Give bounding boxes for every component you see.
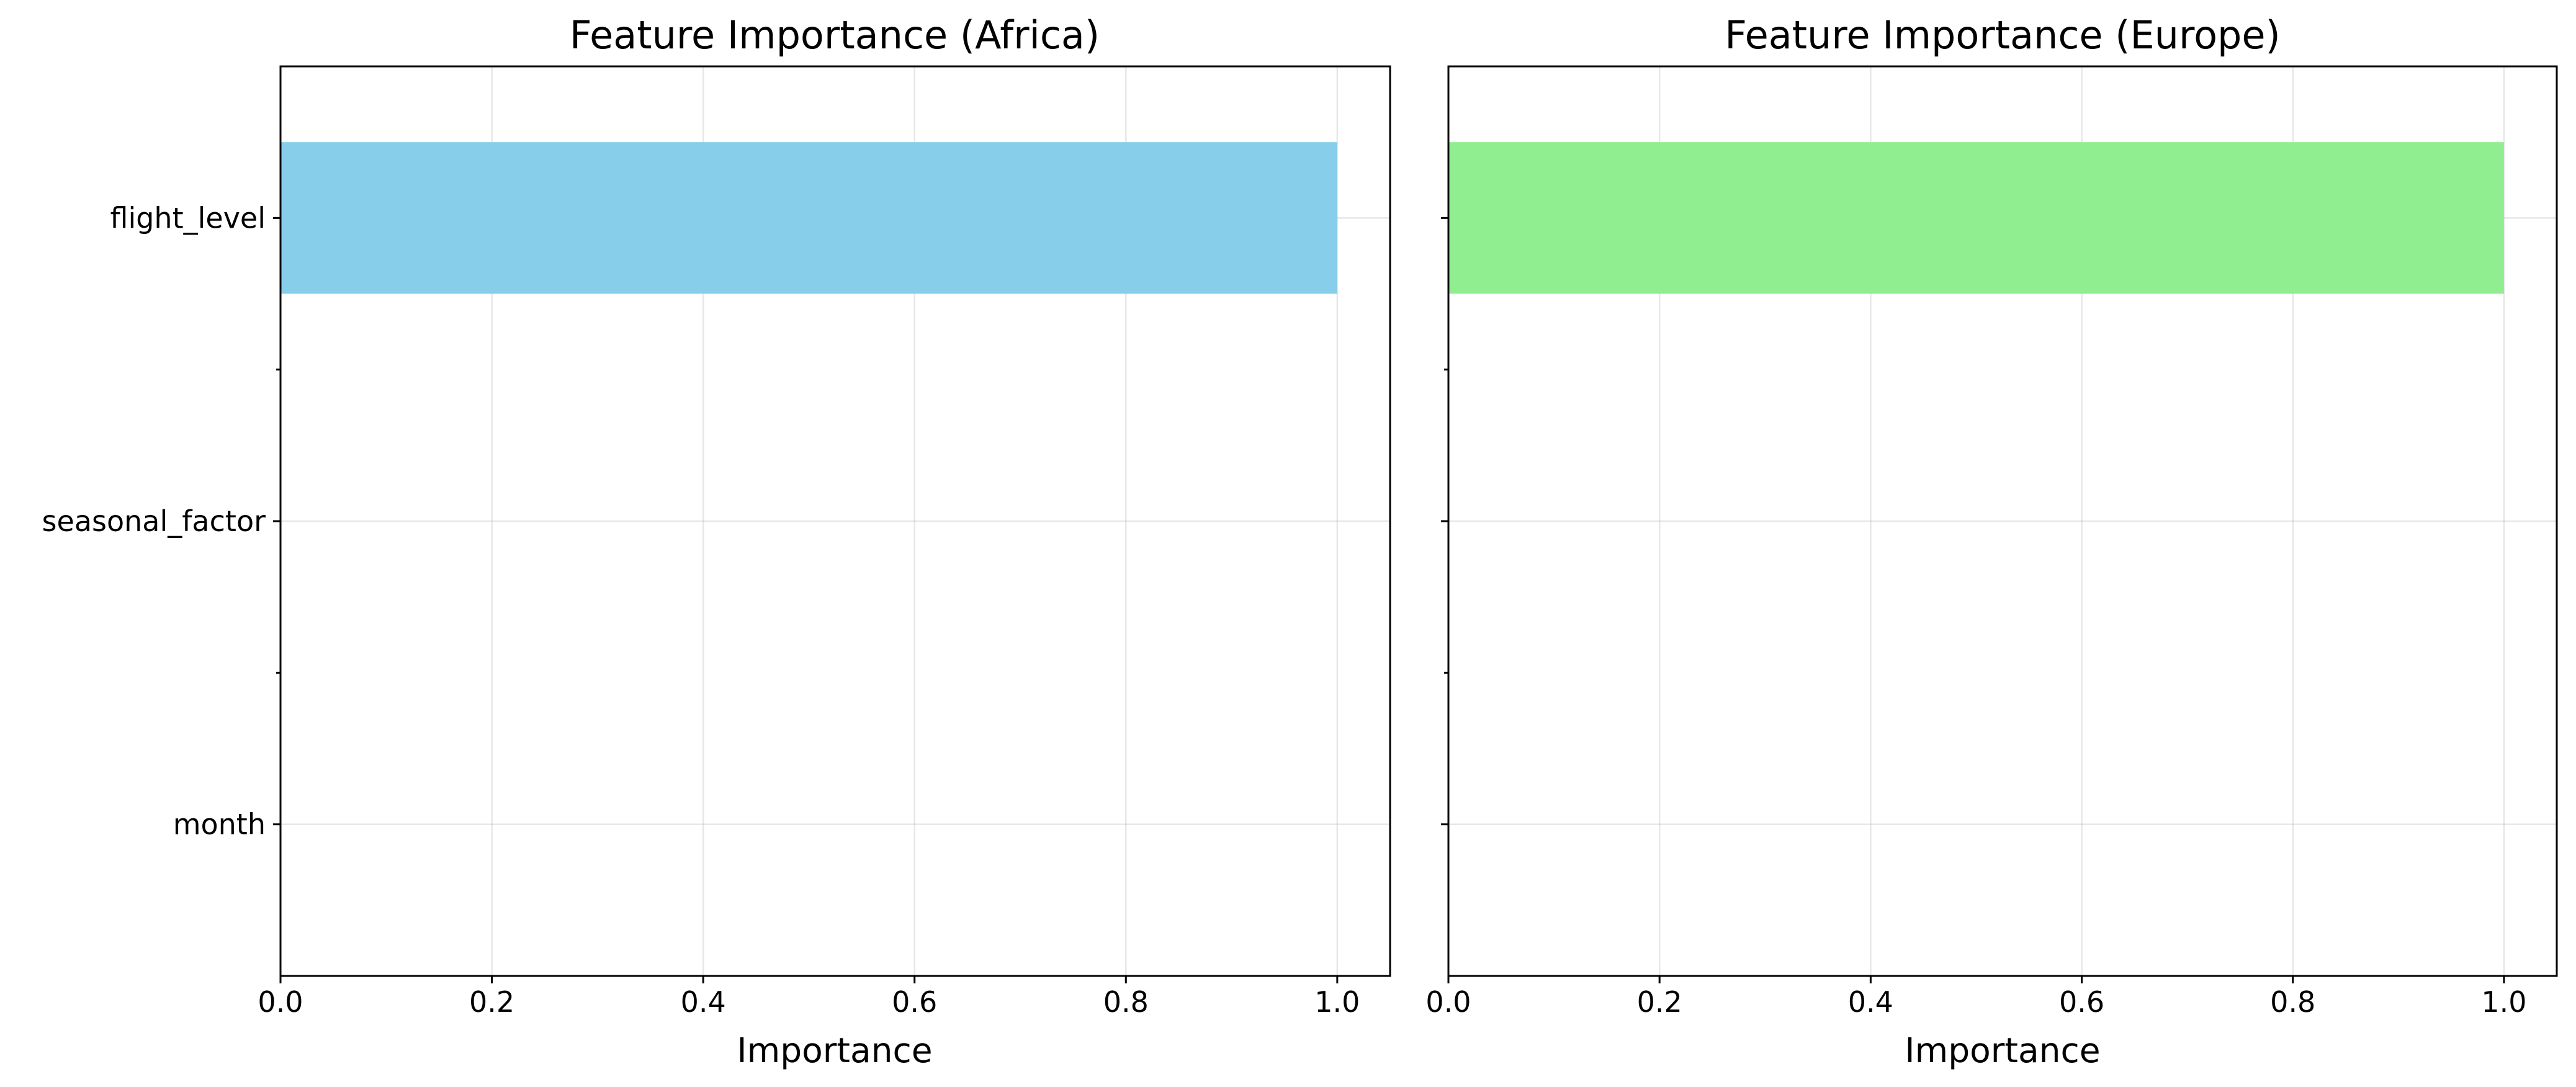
chart-europe-xtick-label-5: 1.0 <box>2481 985 2526 1019</box>
chart-africa-xtick-label-0: 0.0 <box>258 985 303 1019</box>
chart-africa-bar-flight-level <box>280 142 1337 294</box>
chart-europe-bar-flight-level <box>1448 142 2504 294</box>
chart-europe-xtick-label-3: 0.6 <box>2059 985 2104 1019</box>
chart-europe-xtick-label-0: 0.0 <box>1425 985 1471 1019</box>
chart-africa-xtick-label-2: 0.4 <box>681 985 726 1019</box>
chart-africa-xlabel: Importance <box>737 1031 932 1070</box>
chart-europe-xtick-label-1: 0.2 <box>1637 985 1682 1019</box>
chart-africa: Feature Importance (Africa) Importance 0… <box>42 12 1391 1070</box>
chart-africa-xtick-label-1: 0.2 <box>469 985 514 1019</box>
chart-africa-ytick-label-0: month <box>173 808 266 841</box>
chart-europe: Feature Importance (Europe) Importance 0… <box>1425 12 2558 1070</box>
chart-africa-title: Feature Importance (Africa) <box>570 12 1100 58</box>
chart-europe-title: Feature Importance (Europe) <box>1725 12 2280 58</box>
chart-europe-xtick-label-2: 0.4 <box>1848 985 1893 1019</box>
chart-africa-xtick-label-5: 1.0 <box>1314 985 1360 1019</box>
chart-africa-xtick-label-4: 0.8 <box>1103 985 1149 1019</box>
chart-europe-xlabel: Importance <box>1905 1031 2100 1070</box>
chart-africa-xtick-label-3: 0.6 <box>892 985 937 1019</box>
chart-europe-xtick-label-4: 0.8 <box>2270 985 2315 1019</box>
chart-africa-ytick-label-2: flight_level <box>110 201 266 235</box>
chart-africa-ytick-label-1: seasonal_factor <box>42 504 266 538</box>
